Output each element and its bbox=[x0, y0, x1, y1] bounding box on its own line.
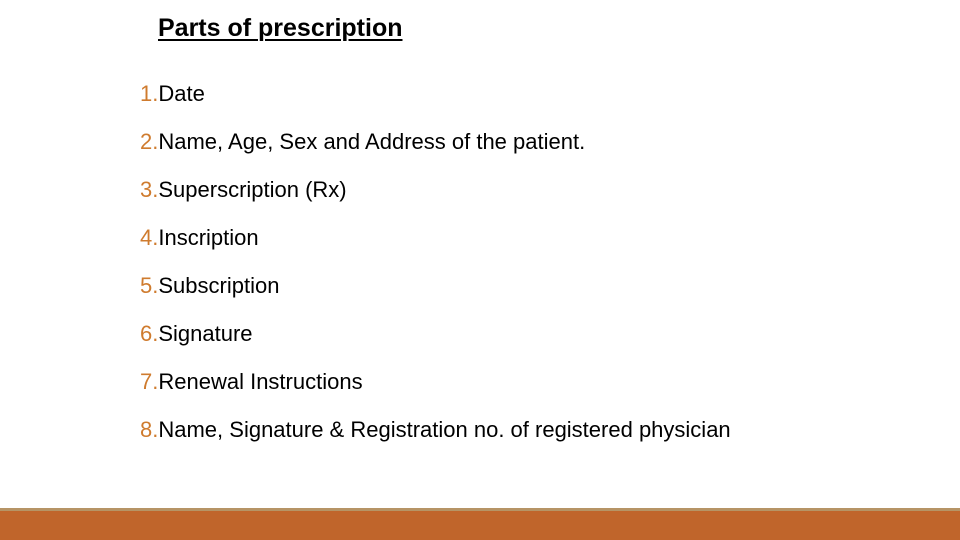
list-number: 2. bbox=[140, 129, 158, 154]
list-item: 1.Date bbox=[140, 83, 960, 105]
list-item: 3.Superscription (Rx) bbox=[140, 179, 960, 201]
list-item: 8.Name, Signature & Registration no. of … bbox=[140, 419, 960, 441]
list-item: 4.Inscription bbox=[140, 227, 960, 249]
list-text: Renewal Instructions bbox=[158, 369, 362, 394]
list-item: 7.Renewal Instructions bbox=[140, 371, 960, 393]
prescription-parts-list: 1.Date 2.Name, Age, Sex and Address of t… bbox=[135, 83, 960, 441]
slide: Parts of prescription 1.Date 2.Name, Age… bbox=[0, 0, 960, 540]
list-number: 8. bbox=[140, 417, 158, 442]
list-number: 7. bbox=[140, 369, 158, 394]
list-number: 4. bbox=[140, 225, 158, 250]
list-text: Inscription bbox=[158, 225, 258, 250]
list-number: 6. bbox=[140, 321, 158, 346]
slide-title: Parts of prescription bbox=[158, 14, 960, 43]
list-text: Signature bbox=[158, 321, 252, 346]
list-text: Name, Age, Sex and Address of the patien… bbox=[158, 129, 585, 154]
list-item: 6.Signature bbox=[140, 323, 960, 345]
footer-bar bbox=[0, 508, 960, 540]
list-number: 1. bbox=[140, 81, 158, 106]
list-item: 2.Name, Age, Sex and Address of the pati… bbox=[140, 131, 960, 153]
list-text: Name, Signature & Registration no. of re… bbox=[158, 417, 730, 442]
list-text: Subscription bbox=[158, 273, 279, 298]
list-number: 3. bbox=[140, 177, 158, 202]
list-item: 5.Subscription bbox=[140, 275, 960, 297]
list-number: 5. bbox=[140, 273, 158, 298]
list-text: Superscription (Rx) bbox=[158, 177, 346, 202]
list-text: Date bbox=[158, 81, 204, 106]
